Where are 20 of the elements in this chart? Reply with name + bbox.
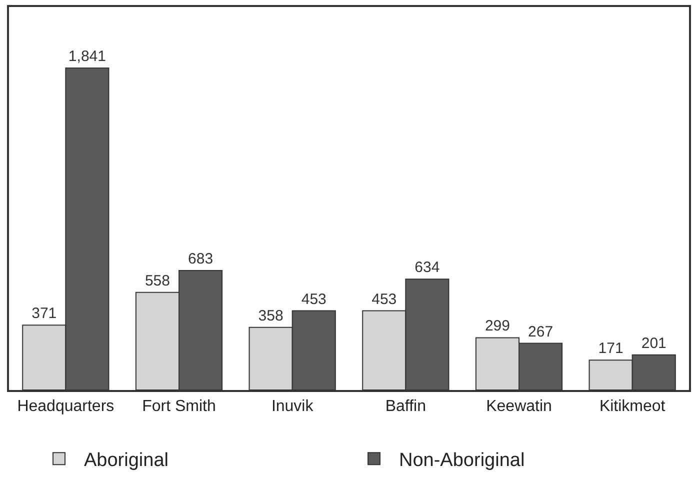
- data-label: 683: [188, 250, 214, 268]
- x-tick-label: Headquarters: [17, 398, 114, 416]
- legend-label: Non-Aboriginal: [399, 450, 525, 472]
- x-tick-label: Kitikmeot: [599, 398, 666, 416]
- data-label: 299: [484, 318, 510, 335]
- data-label: 558: [144, 272, 170, 290]
- data-label: 371: [32, 305, 57, 322]
- data-label: 453: [372, 290, 397, 308]
- x-tick-label: Inuvik: [271, 398, 314, 416]
- x-tick-label: Baffin: [385, 398, 426, 416]
- x-tick-label: Keewatin: [486, 398, 552, 416]
- data-label: 1,841: [68, 48, 106, 66]
- data-label: 453: [301, 290, 326, 308]
- data-label: 171: [598, 340, 624, 358]
- data-label: 201: [641, 334, 666, 352]
- data-label: 358: [258, 307, 284, 324]
- x-tick-label: Fort Smith: [142, 398, 216, 416]
- data-label: 634: [414, 259, 440, 276]
- legend-label: Aboriginal: [84, 450, 168, 472]
- data-label: 267: [528, 323, 554, 340]
